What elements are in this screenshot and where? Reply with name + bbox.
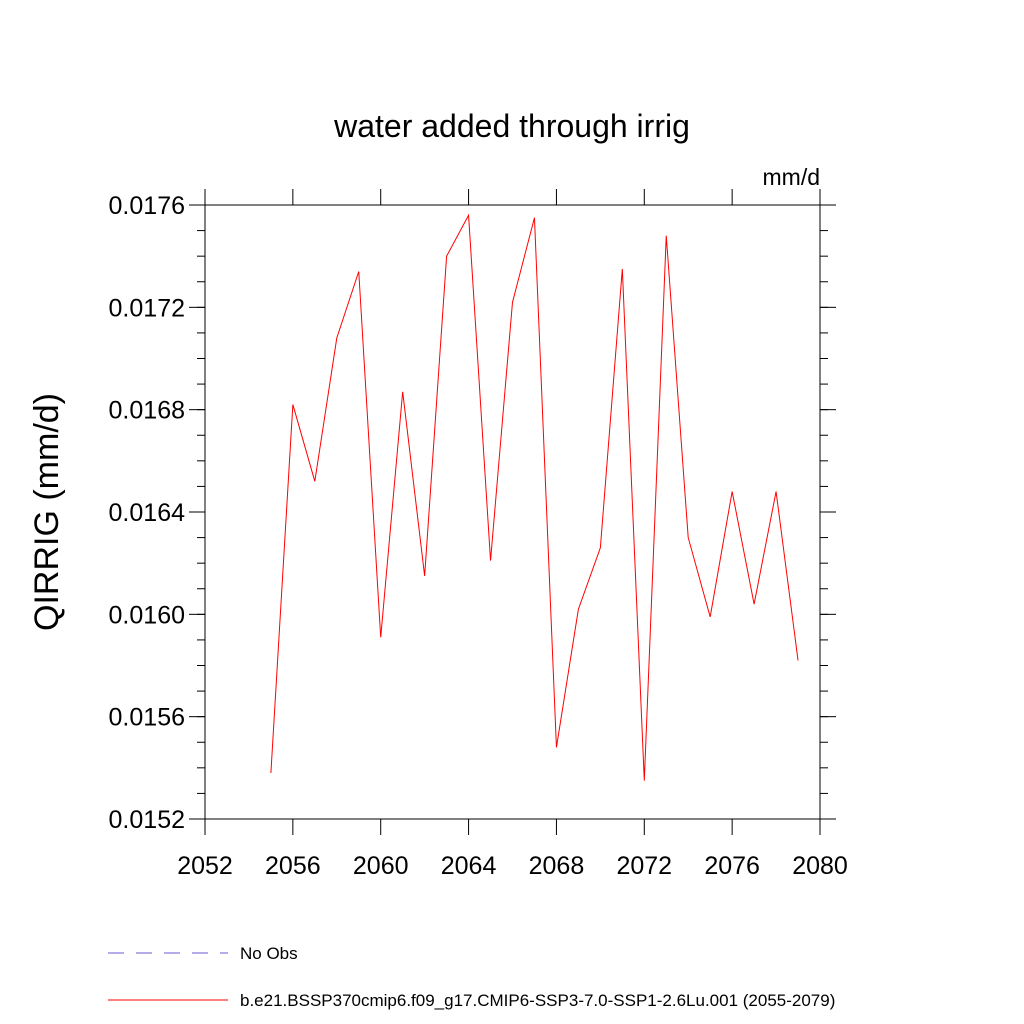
x-tick-label: 2080 xyxy=(792,852,848,880)
y-tick-label: 0.0176 xyxy=(109,192,185,220)
y-tick-label: 0.0172 xyxy=(109,294,185,322)
y-tick-label: 0.0156 xyxy=(109,704,185,732)
x-tick-label: 2052 xyxy=(177,852,233,880)
x-tick-label: 2060 xyxy=(353,852,409,880)
plot-frame xyxy=(204,204,821,820)
legend-label: b.e21.BSSP370cmip6.f09_g17.CMIP6-SSP3-7.… xyxy=(240,991,835,1010)
chart-title: water added through irrig xyxy=(333,108,690,144)
series-line xyxy=(270,213,799,781)
y-tick-label: 0.0168 xyxy=(109,397,185,425)
plot-border xyxy=(204,204,821,820)
y-axis-label: QIRRIG (mm/d) xyxy=(28,393,66,631)
x-tick-label: 2056 xyxy=(265,852,321,880)
y-axis: 0.0152 0.0156 0.0160 0.0164 0.0168 0.0172 0.01… xyxy=(109,192,836,834)
x-tick-label: 2072 xyxy=(616,852,672,880)
units-label: mm/d xyxy=(763,164,821,190)
x-tick-label: 2064 xyxy=(441,852,497,880)
series-layer xyxy=(270,213,799,781)
y-tick-label: 0.0164 xyxy=(109,499,186,527)
x-axis: 2052 2056 2060 2064 2068 2072 2076 2080 xyxy=(177,189,848,880)
legend-label: No Obs xyxy=(240,944,298,963)
x-tick-label: 2076 xyxy=(704,852,760,880)
y-tick-label: 0.0152 xyxy=(109,806,185,834)
y-tick-label: 0.0160 xyxy=(109,601,185,629)
x-tick-label: 2068 xyxy=(529,852,585,880)
legend: No Obs b.e21.BSSP370cmip6.f09_g17.CMIP6-S… xyxy=(108,944,835,1010)
